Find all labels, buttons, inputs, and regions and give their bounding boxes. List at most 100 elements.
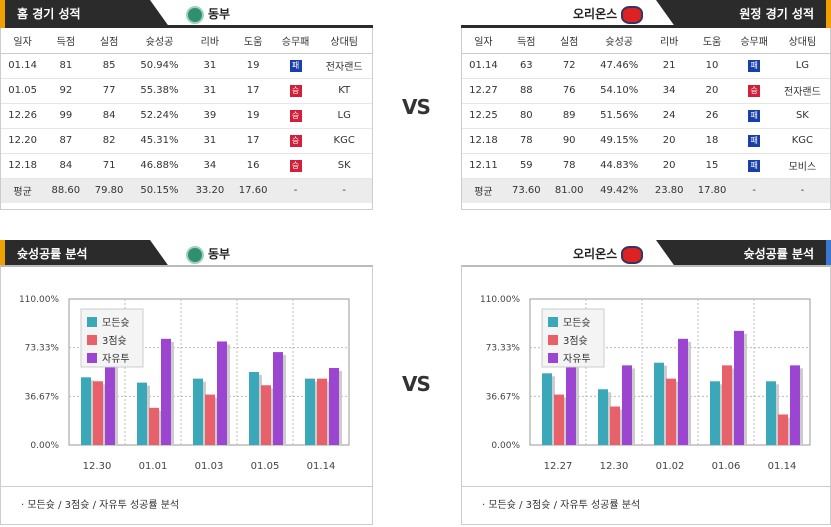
cell-res: 승 xyxy=(274,78,317,104)
table-row: 12.20 87 82 45.31% 31 17 승 KGC xyxy=(1,128,372,154)
x-tick-label: 01.06 xyxy=(712,461,741,472)
cell-ast: 17 xyxy=(231,78,275,104)
cell-reb: 31 xyxy=(188,78,232,104)
cell-ast: 17 xyxy=(231,128,275,154)
avg-opp: 81.00 xyxy=(547,178,591,203)
cell-opp: 72 xyxy=(547,53,591,79)
bar xyxy=(161,338,171,445)
bar xyxy=(554,394,564,445)
cell-pts: 92 xyxy=(44,78,88,104)
legend-label: 3점슛 xyxy=(563,335,588,347)
x-tick-label: 01.14 xyxy=(307,461,336,472)
legend-swatch xyxy=(87,317,97,327)
cell-fg: 45.31% xyxy=(130,128,189,154)
result-badge: 패 xyxy=(289,59,302,72)
column-header: 승무패 xyxy=(733,28,775,54)
bar xyxy=(205,394,215,445)
column-header: 상대팀 xyxy=(316,28,372,54)
cell-opp: 90 xyxy=(547,128,591,154)
dongbu-logo-icon xyxy=(186,245,204,264)
bar xyxy=(329,368,339,445)
bar xyxy=(666,378,676,445)
cell-ast: 19 xyxy=(231,103,275,129)
cell-date: 12.20 xyxy=(1,128,45,154)
away-record-header: 원정 경기 성적 오리온스 xyxy=(461,0,831,28)
table-row: 12.11 59 78 44.83% 20 15 패 모비스 xyxy=(462,153,830,179)
column-header: 상대팀 xyxy=(774,28,830,54)
cell-team: 모비스 xyxy=(774,153,830,179)
cell-reb: 21 xyxy=(647,53,691,79)
home-analysis-panel: 슛성공률 분석 동부 0.00% 36.67% 73.33% 110.00% 12.30… xyxy=(0,240,373,525)
home-chart-footer: · 모든슛 / 3점슛 / 자유투 성공률 분석 xyxy=(1,486,372,524)
cell-opp: 82 xyxy=(87,128,131,154)
cell-date: 12.27 xyxy=(462,78,505,104)
cell-pts: 80 xyxy=(504,103,548,129)
legend-swatch xyxy=(87,335,97,345)
bar xyxy=(654,362,664,445)
cell-opp: 85 xyxy=(87,53,131,79)
avg-fg: 50.15% xyxy=(130,178,189,203)
avg-reb: 23.80 xyxy=(647,178,691,203)
cell-fg: 49.15% xyxy=(590,128,648,154)
home-analysis-header: 슛성공률 분석 동부 xyxy=(0,240,373,268)
cell-team: LG xyxy=(774,53,830,79)
bar xyxy=(305,378,315,445)
cell-date: 12.25 xyxy=(462,103,505,129)
bar xyxy=(710,381,720,445)
avg-label: 평균 xyxy=(462,178,505,203)
cell-ast: 19 xyxy=(231,53,275,79)
avg-res: - xyxy=(733,178,775,203)
bar xyxy=(261,385,271,445)
cell-res: 패 xyxy=(733,103,775,129)
home-analysis-title: 슛성공률 분석 xyxy=(0,240,170,268)
result-badge: 패 xyxy=(748,109,761,122)
table-row: 01.14 63 72 47.46% 21 10 패 LG xyxy=(462,53,830,79)
cell-opp: 76 xyxy=(547,78,591,104)
cell-fg: 51.56% xyxy=(590,103,648,129)
cell-ast: 20 xyxy=(690,78,734,104)
cell-res: 승 xyxy=(733,78,775,104)
column-header: 도움 xyxy=(231,28,275,54)
result-badge: 승 xyxy=(289,134,302,147)
result-badge: 패 xyxy=(748,159,761,172)
home-team-name: 동부 xyxy=(208,247,231,261)
table-row: 12.18 84 71 46.88% 34 16 승 SK xyxy=(1,153,372,179)
bar xyxy=(566,362,576,445)
cell-pts: 59 xyxy=(504,153,548,179)
avg-ast: 17.60 xyxy=(231,178,275,203)
cell-res: 승 xyxy=(274,153,317,179)
y-tick-label: 110.00% xyxy=(480,295,520,305)
cell-fg: 46.88% xyxy=(130,153,189,179)
home-shooting-chart: 0.00% 36.67% 73.33% 110.00% 12.30 01.01 01.03 0… xyxy=(19,295,350,472)
cell-date: 01.05 xyxy=(1,78,45,104)
cell-team: SK xyxy=(774,103,830,129)
cell-date: 12.26 xyxy=(1,103,45,129)
result-badge: 승 xyxy=(289,159,302,172)
bar xyxy=(93,381,103,445)
avg-pts: 73.60 xyxy=(504,178,548,203)
vs-label-bottom: VS xyxy=(402,372,431,396)
result-badge: 승 xyxy=(748,84,761,97)
cell-reb: 34 xyxy=(647,78,691,104)
avg-ast: 17.80 xyxy=(690,178,734,203)
cell-date: 12.18 xyxy=(1,153,45,179)
avg-team: - xyxy=(316,178,372,203)
y-tick-label: 36.67% xyxy=(486,392,521,402)
bar xyxy=(610,406,620,445)
result-badge: 패 xyxy=(748,59,761,72)
table-row: 01.05 92 77 55.38% 31 17 승 KT xyxy=(1,78,372,104)
column-header: 도움 xyxy=(690,28,734,54)
bar xyxy=(217,341,227,445)
cell-pts: 78 xyxy=(504,128,548,154)
column-header: 득점 xyxy=(44,28,88,54)
cell-date: 12.11 xyxy=(462,153,505,179)
legend-label: 3점슛 xyxy=(102,335,127,347)
bar xyxy=(734,330,744,445)
column-header: 일자 xyxy=(1,28,45,54)
legend-label: 모든슛 xyxy=(563,317,591,329)
away-analysis-panel: 슛성공률 분석 오리온스 0.00% 36.67% 73.33% 110.00% 12.… xyxy=(461,240,831,525)
table-row: 12.27 88 76 54.10% 34 20 승 전자랜드 xyxy=(462,78,830,104)
cell-team: 전자랜드 xyxy=(774,78,830,104)
